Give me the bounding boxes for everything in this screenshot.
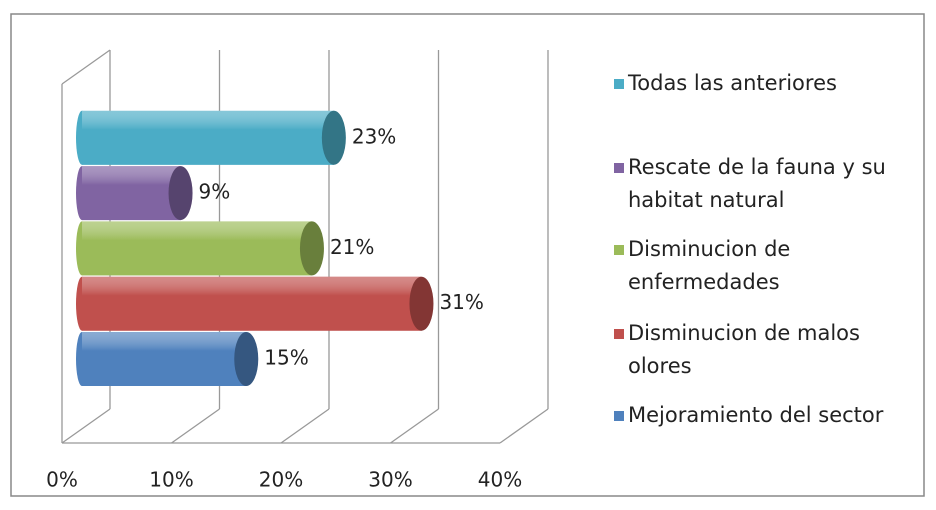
bar-cap: [234, 332, 259, 386]
wall-edge: [61, 49, 111, 85]
value-label: 15%: [264, 346, 308, 370]
legend-label: Mejoramiento del sector: [628, 403, 884, 427]
legend-label: Rescate de la fauna y su habitat natural: [628, 155, 886, 212]
legend-swatch: [614, 411, 624, 421]
grid-line: [499, 408, 549, 444]
value-label: 23%: [352, 124, 396, 148]
bar-cap: [409, 276, 434, 331]
grid-line: [171, 408, 220, 444]
bar-cap-shade: [321, 110, 346, 165]
bar-shade: [82, 276, 422, 331]
legend-swatch: [614, 163, 624, 173]
bar-cap-shade: [409, 276, 434, 331]
legend-label: Disminucion de enfermedades: [628, 237, 791, 294]
chart-border: [10, 13, 925, 497]
value-label: 21%: [330, 235, 374, 259]
grid-line: [390, 408, 439, 444]
bar-shade: [82, 110, 334, 165]
x-tick-label: 30%: [368, 468, 412, 492]
legend-label: Disminucion de malos olores: [628, 321, 860, 378]
legend-label: Todas las anteriores: [628, 71, 837, 95]
value-label: 9%: [199, 180, 231, 204]
bar-shade: [82, 166, 181, 221]
grid-line: [61, 408, 111, 444]
x-tick-label: 40%: [478, 468, 522, 492]
bar-cap-shade: [168, 166, 193, 221]
bar-cap-shade: [234, 332, 259, 386]
value-label: 31%: [439, 290, 483, 314]
bar-cap: [299, 221, 324, 276]
legend-swatch: [614, 329, 624, 339]
x-tick-label: 20%: [259, 468, 303, 492]
bar-cap-shade: [299, 221, 324, 276]
grid-line: [280, 408, 330, 444]
bar-cap: [321, 110, 346, 165]
bar-shade: [82, 332, 247, 386]
bar-cap: [168, 166, 193, 221]
legend-swatch: [614, 79, 624, 89]
legend-swatch: [614, 245, 624, 255]
x-tick-label: 0%: [46, 468, 78, 492]
bar-shade: [82, 221, 312, 276]
x-tick-label: 10%: [149, 468, 193, 492]
